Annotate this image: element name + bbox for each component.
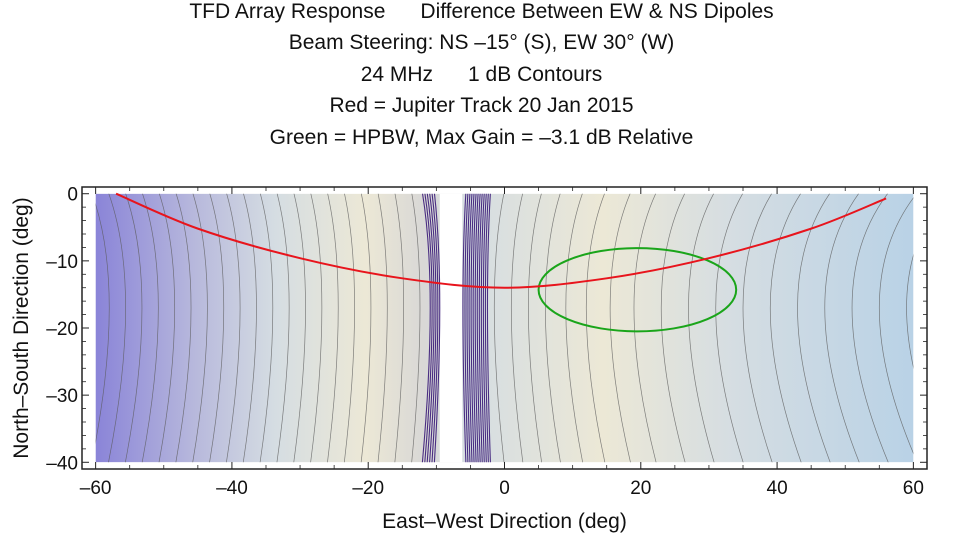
contour-line	[480, 193, 485, 463]
contour-line	[360, 193, 372, 463]
contour-line	[468, 193, 473, 463]
contour-line	[851, 193, 889, 463]
contour-line	[429, 193, 437, 463]
contour-line	[470, 193, 475, 463]
contour-line	[474, 193, 479, 463]
chart-title-line-4: Red = Jupiter Track 20 Jan 2015	[329, 94, 634, 117]
chart-title-line-1: TFD Array Response Difference Between EW…	[189, 0, 774, 23]
contour-line	[421, 193, 431, 463]
contour-line	[493, 193, 505, 463]
contour-line	[209, 193, 225, 463]
contour-line	[906, 254, 914, 369]
contour-line	[565, 193, 584, 463]
axis-ticks: –60 –40 –20 0 20 40 600–10–20–30–40	[46, 185, 927, 499]
contour-line	[426, 193, 435, 463]
contour-line	[478, 193, 483, 463]
contour-line	[226, 193, 241, 463]
contour-line	[464, 193, 469, 463]
contour-line	[769, 193, 802, 463]
chart-title-line-5: Green = HPBW, Max Gain = –3.1 dB Relativ…	[269, 126, 694, 149]
contour-line	[124, 193, 143, 463]
jupiter-track	[115, 192, 887, 289]
contour-line	[878, 197, 914, 454]
y-tick-label: –20	[46, 319, 78, 340]
y-tick-label: –40	[46, 453, 78, 474]
x-tick-label: 0	[499, 478, 510, 499]
contour-line	[276, 193, 290, 463]
contour-line	[609, 193, 631, 463]
contour-line	[742, 193, 773, 463]
contour-line	[242, 193, 257, 463]
x-tick-label: 20	[630, 478, 651, 499]
hpbw-ellipse	[537, 247, 738, 333]
contour-line	[528, 193, 543, 463]
contour-line	[545, 193, 561, 463]
contour-line	[466, 193, 471, 463]
x-tick-label: –40	[216, 478, 248, 499]
y-tick-label: –10	[46, 252, 78, 273]
contour-line	[472, 193, 477, 463]
contour-line	[259, 193, 274, 463]
contour-line	[175, 193, 192, 463]
contour-line	[482, 193, 487, 463]
contour-line	[484, 193, 489, 463]
x-tick-label: 60	[903, 478, 924, 499]
contour-line	[715, 193, 744, 463]
contour-line	[462, 193, 467, 463]
contour-line	[293, 193, 306, 463]
contour-line	[511, 193, 524, 463]
x-tick-label: –20	[352, 478, 384, 499]
null-band	[439, 193, 463, 463]
contour-line	[95, 203, 110, 444]
y-axis-label: North–South Direction (deg)	[10, 197, 33, 458]
contour-line	[424, 193, 433, 463]
contour-line	[688, 193, 715, 463]
contour-line	[141, 193, 159, 463]
contour-line	[158, 193, 175, 463]
contour-line	[476, 193, 481, 463]
y-tick-label: 0	[67, 185, 78, 206]
contour-line	[431, 193, 439, 463]
contour-line	[411, 193, 421, 463]
contour-line	[310, 193, 323, 463]
x-tick-label: –60	[80, 478, 112, 499]
contour-line	[660, 193, 686, 463]
contour-line	[433, 193, 441, 463]
contour-line	[585, 193, 606, 463]
gain-field	[95, 193, 914, 463]
x-tick-label: 40	[767, 478, 788, 499]
contour-line	[377, 193, 388, 463]
contour-line	[633, 193, 657, 463]
contour-line	[486, 193, 491, 463]
x-axis-label: East–West Direction (deg)	[382, 510, 627, 533]
contour-line	[797, 193, 831, 463]
y-tick-label: –30	[46, 386, 78, 407]
contour-line	[327, 193, 339, 463]
contour-line	[108, 193, 126, 463]
contour-line	[394, 193, 404, 463]
contour-line	[824, 193, 860, 463]
plot-area	[95, 193, 914, 463]
contour-line	[343, 193, 355, 463]
chart-title-line-2: Beam Steering: NS –15° (S), EW 30° (W)	[288, 31, 675, 54]
contour-line	[192, 193, 208, 463]
chart-title-line-3: 24 MHz 1 dB Contours	[360, 63, 603, 86]
